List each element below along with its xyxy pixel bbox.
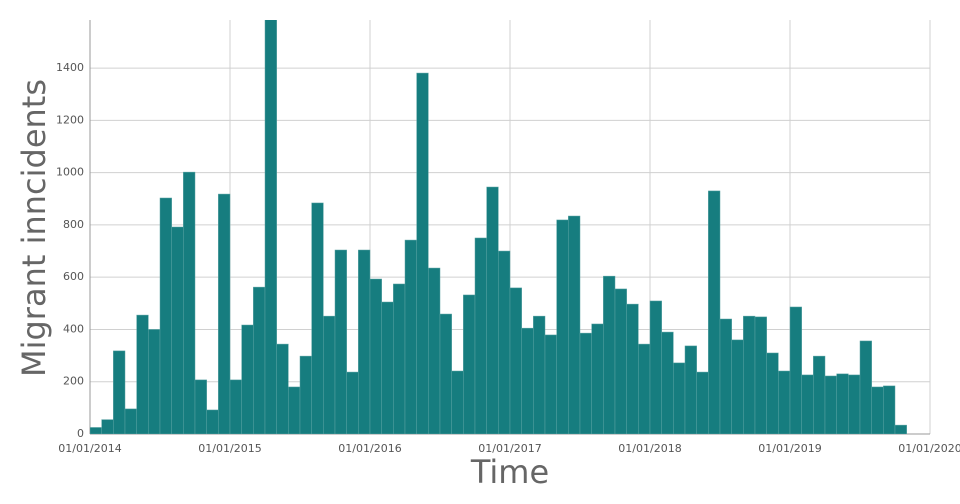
bar (136, 314, 149, 434)
bar (766, 352, 779, 434)
bar (894, 424, 907, 434)
bar (463, 294, 476, 434)
bar (708, 190, 721, 434)
bar (486, 186, 499, 434)
bar (813, 355, 826, 434)
y-axis-label: Migrant inncidents (15, 79, 53, 377)
bar (253, 286, 266, 434)
bar (638, 343, 651, 434)
bar (556, 219, 569, 434)
bar (323, 315, 336, 434)
bar (299, 355, 312, 434)
bar (743, 315, 756, 434)
bar (591, 323, 604, 434)
bar (883, 385, 896, 434)
y-tick-label: 400 (63, 322, 84, 335)
bar (194, 379, 207, 434)
bar (358, 249, 371, 434)
bar (229, 379, 242, 434)
bar (603, 275, 616, 434)
bar (439, 313, 452, 434)
bar (614, 288, 627, 434)
bar (568, 215, 581, 434)
y-tick-label: 0 (77, 427, 84, 440)
bar (276, 343, 289, 434)
bar (124, 408, 137, 434)
x-tick-label: 01/01/2020 (898, 442, 960, 455)
bar (579, 332, 592, 434)
bar (171, 226, 184, 434)
bar (731, 339, 744, 434)
y-tick-label: 1200 (56, 113, 84, 126)
bar (90, 427, 102, 434)
x-axis-label: Time (470, 453, 549, 491)
y-tick-label: 200 (63, 375, 84, 388)
x-tick-label: 01/01/2016 (338, 442, 401, 455)
y-tick-label: 800 (63, 218, 84, 231)
bar (264, 20, 277, 434)
bar (288, 386, 301, 434)
bar (113, 350, 126, 434)
y-tick-label: 1400 (56, 61, 84, 74)
bar (346, 371, 359, 434)
bar (696, 371, 709, 434)
bar (334, 249, 347, 434)
bar (673, 362, 686, 434)
bar (311, 202, 324, 434)
bar (509, 287, 522, 434)
bar (498, 250, 511, 434)
bar (393, 283, 406, 434)
x-tick-label: 01/01/2019 (758, 442, 821, 455)
bar (836, 373, 849, 434)
bar (533, 315, 546, 434)
y-tick-label: 600 (63, 270, 84, 283)
bar (474, 237, 487, 434)
bar (684, 345, 697, 434)
bar (871, 386, 884, 434)
bar (404, 239, 417, 434)
bar (824, 375, 837, 434)
bar (159, 197, 172, 434)
x-tick-label: 01/01/2015 (198, 442, 261, 455)
bar (218, 193, 231, 434)
bar (544, 334, 557, 434)
bar (183, 171, 196, 434)
bar (719, 318, 732, 434)
bar (626, 303, 639, 434)
bar (241, 324, 254, 434)
x-tick-label: 01/01/2017 (478, 442, 541, 455)
bar (801, 374, 814, 434)
bar (148, 329, 161, 434)
bar (416, 72, 429, 434)
bar (778, 370, 791, 434)
bar (521, 327, 534, 434)
bar (848, 374, 861, 434)
bar (661, 331, 674, 434)
bar (381, 301, 394, 434)
bar (369, 278, 382, 434)
bar (101, 419, 114, 434)
x-tick-label: 01/01/2018 (618, 442, 681, 455)
bar (754, 316, 767, 434)
bar (206, 409, 219, 434)
bar (451, 370, 464, 434)
x-tick-label: 01/01/2014 (58, 442, 121, 455)
bar (859, 340, 872, 434)
y-tick-label: 1000 (56, 166, 84, 179)
bar (649, 300, 662, 434)
bar (789, 306, 802, 434)
bar (428, 267, 441, 434)
